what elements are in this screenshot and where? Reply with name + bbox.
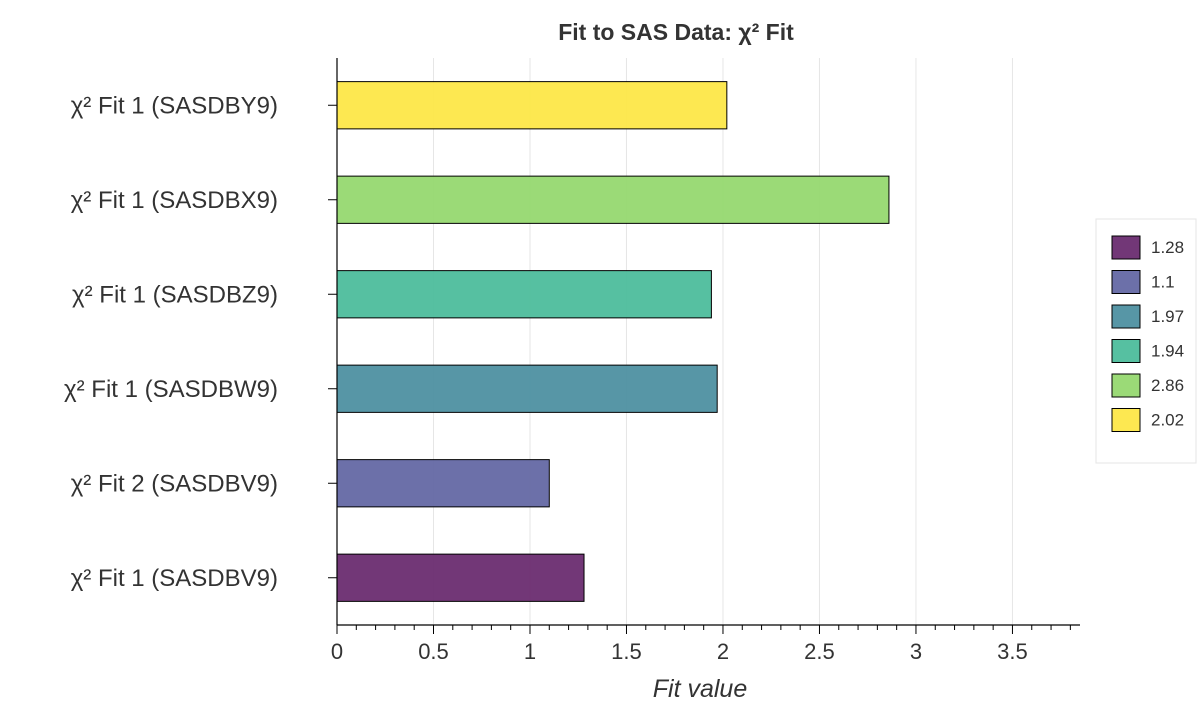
legend: 1.28 1.1 1.97 1.94 2.86 2.02 — [1095, 218, 1197, 464]
y-tick-label: χ² Fit 1 (SASDBZ9) — [72, 281, 278, 308]
x-tick-labels: 0 0.5 1 1.5 2 2.5 3 3.5 — [331, 639, 1028, 664]
legend-label: 2.86 — [1151, 376, 1184, 395]
y-tick-labels: χ² Fit 1 (SASDBV9) χ² Fit 2 (SASDBV9) χ² F… — [64, 92, 278, 592]
axes — [328, 58, 1080, 634]
legend-swatch — [1111, 408, 1141, 432]
legend-swatch — [1111, 339, 1141, 363]
legend-label: 1.97 — [1151, 307, 1184, 326]
bar — [336, 459, 550, 508]
legend-swatch — [1111, 304, 1141, 329]
legend-swatch — [1111, 373, 1141, 398]
legend-label: 2.02 — [1151, 411, 1184, 430]
legend-label: 1.94 — [1151, 342, 1184, 361]
legend-label: 1.1 — [1151, 273, 1175, 292]
x-tick-label: 2.5 — [804, 639, 835, 664]
bar — [336, 270, 712, 319]
y-tick-label: χ² Fit 1 (SASDBX9) — [71, 187, 278, 214]
y-tick-label: χ² Fit 1 (SASDBW9) — [64, 376, 278, 403]
bar — [336, 81, 728, 130]
bar — [336, 175, 890, 224]
x-tick-label: 0 — [331, 639, 343, 664]
y-tick-label: χ² Fit 1 (SASDBY9) — [71, 92, 278, 119]
x-axis-label: Fit value — [653, 675, 747, 703]
y-tick-label: χ² Fit 2 (SASDBV9) — [71, 470, 278, 497]
x-tick-label: 1.5 — [611, 639, 642, 664]
bar — [336, 364, 718, 413]
legend-swatch — [1111, 270, 1141, 294]
x-tick-label: 3 — [910, 639, 922, 664]
grid-lines — [336, 58, 1013, 625]
chart-title: Fit to SAS Data: χ² Fit — [558, 19, 794, 45]
bars — [336, 81, 890, 602]
x-tick-label: 0.5 — [418, 639, 449, 664]
legend-swatch — [1111, 235, 1141, 260]
bar — [336, 553, 585, 602]
x-tick-label: 2 — [717, 639, 729, 664]
x-tick-label: 1 — [524, 639, 536, 664]
x-tick-label: 3.5 — [997, 639, 1028, 664]
y-tick-label: χ² Fit 1 (SASDBV9) — [71, 565, 278, 592]
legend-label: 1.28 — [1151, 238, 1184, 257]
